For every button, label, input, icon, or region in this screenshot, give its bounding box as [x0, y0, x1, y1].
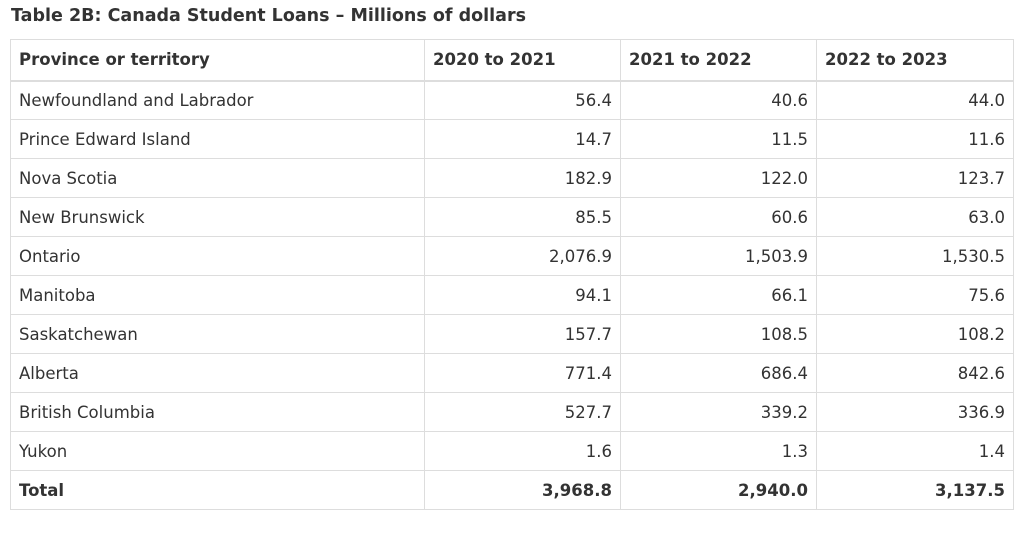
value-2022-2023: 1.4: [816, 431, 1014, 471]
table-row: British Columbia 527.7 339.2 336.9: [10, 392, 1014, 432]
value-2022-2023: 75.6: [816, 275, 1014, 315]
total-row: Total 3,968.8 2,940.0 3,137.5: [10, 470, 1014, 510]
province-cell: Alberta: [10, 353, 425, 393]
province-cell: Saskatchewan: [10, 314, 425, 354]
value-2021-2022: 11.5: [620, 119, 817, 159]
province-cell: British Columbia: [10, 392, 425, 432]
value-2022-2023: 1,530.5: [816, 236, 1014, 276]
value-2022-2023: 63.0: [816, 197, 1014, 237]
value-2021-2022: 40.6: [620, 80, 817, 120]
table-row: New Brunswick 85.5 60.6 63.0: [10, 197, 1014, 237]
province-cell: Prince Edward Island: [10, 119, 425, 159]
value-2021-2022: 1.3: [620, 431, 817, 471]
total-2021-2022: 2,940.0: [620, 470, 817, 510]
table-row: Alberta 771.4 686.4 842.6: [10, 353, 1014, 393]
table-footer: Total 3,968.8 2,940.0 3,137.5: [10, 470, 1014, 510]
value-2020-2021: 527.7: [424, 392, 621, 432]
value-2021-2022: 122.0: [620, 158, 817, 198]
table-body: Newfoundland and Labrador 56.4 40.6 44.0…: [10, 80, 1014, 471]
header-2021-2022: 2021 to 2022: [620, 39, 817, 82]
value-2020-2021: 771.4: [424, 353, 621, 393]
value-2021-2022: 1,503.9: [620, 236, 817, 276]
table-caption: Table 2B: Canada Student Loans – Million…: [11, 6, 526, 26]
total-2022-2023: 3,137.5: [816, 470, 1014, 510]
table-row: Manitoba 94.1 66.1 75.6: [10, 275, 1014, 315]
province-cell: Ontario: [10, 236, 425, 276]
table-row: Yukon 1.6 1.3 1.4: [10, 431, 1014, 471]
value-2021-2022: 60.6: [620, 197, 817, 237]
value-2022-2023: 44.0: [816, 80, 1014, 120]
value-2020-2021: 56.4: [424, 80, 621, 120]
table-header: Province or territory 2020 to 2021 2021 …: [10, 39, 1014, 82]
province-cell: Newfoundland and Labrador: [10, 80, 425, 120]
value-2020-2021: 182.9: [424, 158, 621, 198]
header-2022-2023: 2022 to 2023: [816, 39, 1014, 82]
value-2021-2022: 108.5: [620, 314, 817, 354]
loans-table: Province or territory 2020 to 2021 2021 …: [10, 39, 1014, 510]
value-2020-2021: 1.6: [424, 431, 621, 471]
table-row: Nova Scotia 182.9 122.0 123.7: [10, 158, 1014, 198]
header-province: Province or territory: [10, 39, 425, 82]
value-2020-2021: 14.7: [424, 119, 621, 159]
total-2020-2021: 3,968.8: [424, 470, 621, 510]
value-2021-2022: 339.2: [620, 392, 817, 432]
value-2020-2021: 94.1: [424, 275, 621, 315]
value-2022-2023: 123.7: [816, 158, 1014, 198]
value-2022-2023: 108.2: [816, 314, 1014, 354]
province-cell: Yukon: [10, 431, 425, 471]
table-row: Ontario 2,076.9 1,503.9 1,530.5: [10, 236, 1014, 276]
total-label: Total: [10, 470, 425, 510]
province-cell: New Brunswick: [10, 197, 425, 237]
value-2021-2022: 66.1: [620, 275, 817, 315]
value-2022-2023: 842.6: [816, 353, 1014, 393]
value-2021-2022: 686.4: [620, 353, 817, 393]
table-row: Prince Edward Island 14.7 11.5 11.6: [10, 119, 1014, 159]
table-row: Newfoundland and Labrador 56.4 40.6 44.0: [10, 80, 1014, 120]
header-2020-2021: 2020 to 2021: [424, 39, 621, 82]
value-2020-2021: 85.5: [424, 197, 621, 237]
province-cell: Nova Scotia: [10, 158, 425, 198]
header-row: Province or territory 2020 to 2021 2021 …: [10, 39, 1014, 82]
value-2020-2021: 2,076.9: [424, 236, 621, 276]
province-cell: Manitoba: [10, 275, 425, 315]
table-row: Saskatchewan 157.7 108.5 108.2: [10, 314, 1014, 354]
value-2022-2023: 336.9: [816, 392, 1014, 432]
value-2022-2023: 11.6: [816, 119, 1014, 159]
value-2020-2021: 157.7: [424, 314, 621, 354]
